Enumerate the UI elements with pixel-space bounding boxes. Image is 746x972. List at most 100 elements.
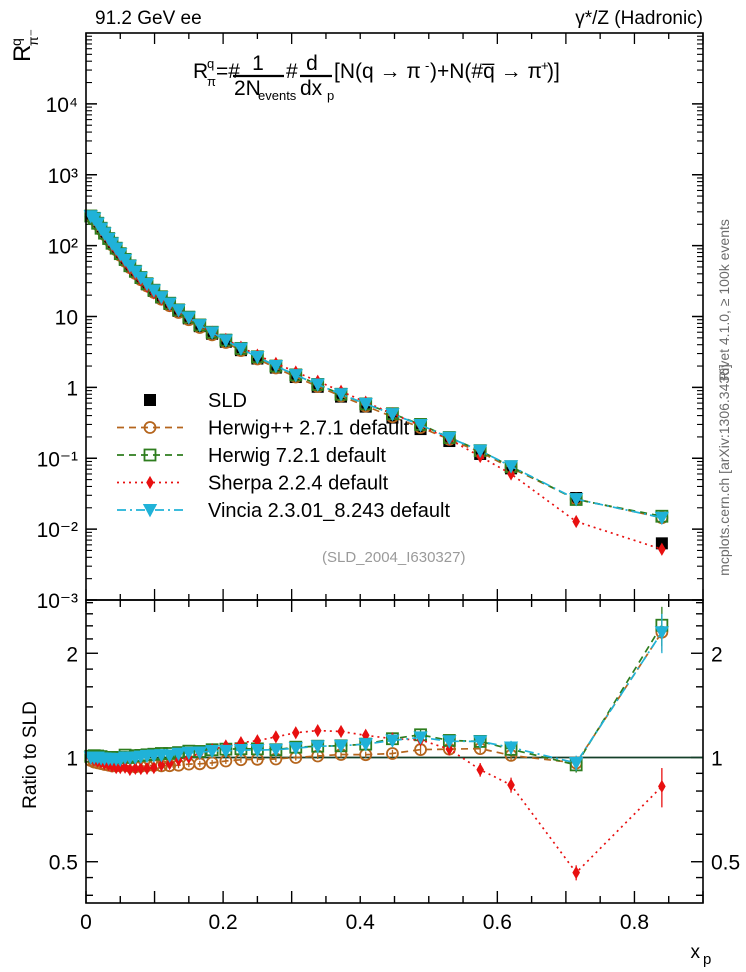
main-datapoint [268, 360, 284, 374]
xaxis-label: x p [691, 942, 712, 968]
main-datapoint [473, 444, 488, 459]
ratio-ylabel: Ratio to SLD [20, 701, 41, 809]
ratio-ytick-label: 0.5 [49, 852, 78, 875]
ratio-ytick-label: 1 [66, 747, 78, 770]
main-datapoint [250, 351, 265, 365]
ratio-datapoint [572, 866, 580, 880]
formula-rhs: [N(q → π [334, 60, 421, 83]
formula-rhs-sup1: - [425, 58, 429, 73]
main-ytick-label: 10 [55, 307, 78, 330]
legend-marker-3 [146, 475, 154, 490]
formula-num1: 1 [252, 52, 264, 75]
main-ytick-label: 10² [48, 236, 78, 259]
ratio-ytick-label-right: 0.5 [711, 852, 740, 875]
main-ytick-label: 10⁻³ [37, 590, 78, 613]
xaxis-label-base: x [691, 942, 701, 963]
main-datapoint [288, 369, 303, 383]
legend-marker-4 [142, 504, 158, 518]
main-datapoint [658, 542, 666, 556]
main-ylabel-base: R [9, 45, 36, 62]
main-datapoint [358, 397, 373, 412]
formula-lhs: R [193, 60, 208, 83]
ratio-datapoint [250, 744, 265, 758]
ratio-datapoint [218, 744, 234, 759]
analysis-tag: (SLD_2004_I630327) [322, 549, 465, 566]
ratio-datapoint [192, 746, 207, 760]
main-ylabel-sub: π⁻ [25, 29, 41, 46]
formula-den1: 2N [234, 77, 261, 100]
xtick-label: 0.8 [620, 911, 649, 934]
main-datapoint [413, 418, 428, 433]
formula-mid: # [286, 60, 298, 83]
ratio-datapoint [268, 743, 284, 758]
formula-rhs-mid: )+N(#q̅ → π [430, 60, 542, 83]
main-datapoint [181, 311, 196, 325]
ratio-datapoint [165, 757, 174, 771]
ratio-datapoint [150, 760, 158, 775]
xtick-label: 0.6 [483, 911, 512, 934]
xtick-label: 0 [80, 911, 92, 934]
legend-item-1[interactable]: Herwig++ 2.7.1 default [117, 418, 410, 440]
ratio-panel: 2 2 1 1 0.5 0.5 0 0.2 0.4 0.6 0.8 [49, 600, 740, 934]
formula-num2: d [306, 52, 318, 75]
ratio-datapoint [157, 758, 166, 772]
ratio-datapoint [181, 746, 196, 761]
formula-lhs-sup: q [207, 56, 214, 71]
header-left: 91.2 GeV ee [95, 8, 202, 29]
main-datapoint [442, 431, 457, 446]
main-datapoint [233, 342, 249, 357]
main-series-4 [83, 210, 670, 526]
main-series-line [90, 215, 663, 551]
main-datapoint [218, 334, 234, 348]
ratio-series-3 [83, 613, 670, 771]
ratio-datapoint [442, 735, 457, 749]
ratio-datapoint [385, 734, 400, 748]
main-panel: 10⁴ 10³ 10² 10 1 10⁻¹ 10⁻² 10⁻³ [37, 33, 704, 613]
ratio-datapoint [137, 761, 145, 776]
legend-item-4[interactable]: Vincia 2.3.01_8.243 default [117, 500, 450, 522]
legend-label: SLD [208, 390, 247, 412]
main-ytick-label: 10⁻² [37, 519, 78, 542]
ratio-datapoint [143, 761, 151, 776]
ratio-datapoint [503, 741, 519, 755]
ratio-series-line [90, 624, 663, 766]
ratio-datapoint [507, 778, 515, 792]
ratio-ytick-label: 2 [66, 643, 78, 666]
formula-den2: dx [300, 77, 323, 100]
ratio-datapoint [569, 757, 584, 771]
legend-item-3[interactable]: Sherpa 2.2.4 default [117, 473, 389, 495]
ratio-datapoint [658, 779, 666, 794]
ratio-datapoint [171, 747, 186, 762]
ratio-datapoint [310, 740, 325, 754]
main-ytick-label: 10³ [48, 165, 78, 188]
formula-eq: =# [216, 60, 240, 83]
ratio-datapoint [204, 745, 220, 759]
main-ylabel-sup: q [8, 38, 24, 46]
legend-label: Herwig++ 2.7.1 default [208, 418, 410, 440]
ratio-datapoint [476, 763, 485, 777]
legend-label: Sherpa 2.2.4 default [208, 473, 389, 495]
header-right: γ*/Z (Hadronic) [575, 8, 703, 29]
ratio-datapoint [337, 724, 345, 739]
legend-item-2[interactable]: Herwig 7.2.1 default [117, 445, 386, 467]
formula-rhs-sup2: + [541, 58, 549, 73]
formula-den2-sub: p [327, 88, 334, 103]
ratio-datapoint [445, 742, 454, 756]
ratio-datapoint [291, 726, 300, 740]
legend-marker-0 [144, 394, 156, 406]
main-datapoint [572, 514, 580, 529]
main-ytick-label: 10⁻¹ [37, 448, 78, 471]
formula-den1-sub: events [258, 88, 297, 103]
legend-item-0[interactable]: SLD [144, 390, 247, 412]
main-datapoint [333, 388, 349, 402]
ratio-datapoint [473, 735, 488, 749]
ratio-series-1 [84, 606, 669, 773]
xtick-label: 0.2 [209, 911, 238, 934]
ratio-series-line [90, 631, 663, 764]
main-datapoint [154, 291, 169, 305]
ratio-ytick-label-right: 2 [711, 643, 723, 666]
ratio-datapoint [162, 749, 177, 763]
ratio-datapoint [121, 760, 129, 774]
ratio-datapoint [358, 738, 373, 752]
